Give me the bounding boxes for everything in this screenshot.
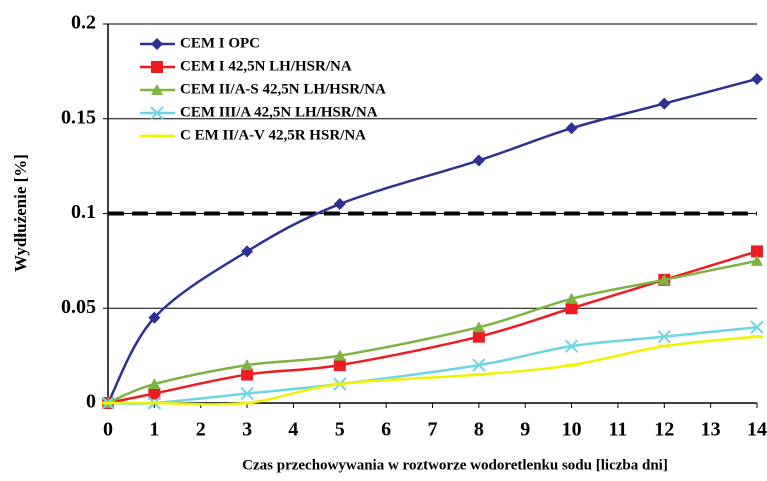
legend-label: CEM I OPC bbox=[180, 35, 260, 51]
legend-label: C EM II/A-V 42,5R HSR/NA bbox=[180, 127, 366, 143]
x-tick-label: 9 bbox=[520, 419, 530, 441]
marker bbox=[565, 292, 578, 304]
marker bbox=[241, 368, 254, 381]
y-tick-label: 0.05 bbox=[61, 296, 96, 318]
x-tick-label: 10 bbox=[562, 419, 582, 441]
marker bbox=[240, 386, 254, 401]
x-tick-label: 0 bbox=[103, 419, 113, 441]
series-line bbox=[107, 325, 758, 405]
legend-label: CEM II/A-S 42,5N LH/HSR/NA bbox=[180, 81, 386, 97]
x-tick-label: 4 bbox=[288, 419, 298, 441]
legend-label: CEM III/A 42,5N LH/HSR/NA bbox=[180, 104, 378, 120]
marker bbox=[148, 311, 161, 324]
marker bbox=[472, 154, 485, 167]
marker bbox=[472, 321, 485, 333]
y-axis-title: Wydłużenie [%] bbox=[11, 154, 30, 272]
marker bbox=[333, 198, 346, 211]
x-tick-label: 3 bbox=[242, 419, 252, 441]
y-tick-label: 0.1 bbox=[71, 201, 96, 223]
marker bbox=[565, 122, 578, 135]
marker bbox=[472, 358, 486, 372]
marker bbox=[333, 359, 346, 372]
marker bbox=[151, 61, 163, 73]
series-line bbox=[108, 335, 758, 406]
x-tick-label: 11 bbox=[608, 419, 627, 441]
y-tick-label: 0.15 bbox=[61, 106, 96, 128]
x-tick-label: 1 bbox=[149, 419, 159, 441]
marker bbox=[658, 273, 671, 285]
legend-label: CEM I 42,5N LH/HSR/NA bbox=[180, 58, 352, 74]
marker bbox=[148, 378, 161, 390]
y-tick-label: 0 bbox=[86, 391, 96, 413]
x-tick-label: 2 bbox=[196, 419, 206, 441]
marker bbox=[150, 106, 164, 120]
marker bbox=[657, 329, 671, 344]
x-tick-label: 5 bbox=[335, 419, 345, 441]
marker bbox=[565, 302, 578, 315]
marker bbox=[751, 254, 763, 266]
marker bbox=[751, 245, 763, 258]
marker bbox=[750, 320, 764, 334]
marker bbox=[241, 245, 254, 258]
x-tick-label: 7 bbox=[428, 419, 438, 441]
marker bbox=[564, 339, 579, 353]
x-tick-label: 12 bbox=[654, 419, 674, 441]
marker bbox=[148, 387, 161, 400]
x-tick-label: 8 bbox=[474, 419, 484, 441]
marker bbox=[151, 84, 163, 95]
series-line bbox=[107, 259, 758, 405]
x-tick-label: 6 bbox=[381, 419, 391, 441]
x-tick-label: 13 bbox=[701, 419, 721, 441]
marker bbox=[751, 72, 763, 85]
marker bbox=[333, 349, 346, 361]
x-axis-title: Czas przechowywania w roztworze wodoretl… bbox=[242, 457, 668, 473]
series-line bbox=[106, 77, 758, 404]
marker bbox=[472, 330, 485, 343]
x-tick-label: 14 bbox=[747, 419, 767, 441]
marker bbox=[241, 359, 254, 371]
y-tick-label: 0.2 bbox=[71, 12, 96, 34]
marker bbox=[151, 38, 163, 50]
marker bbox=[658, 97, 671, 110]
